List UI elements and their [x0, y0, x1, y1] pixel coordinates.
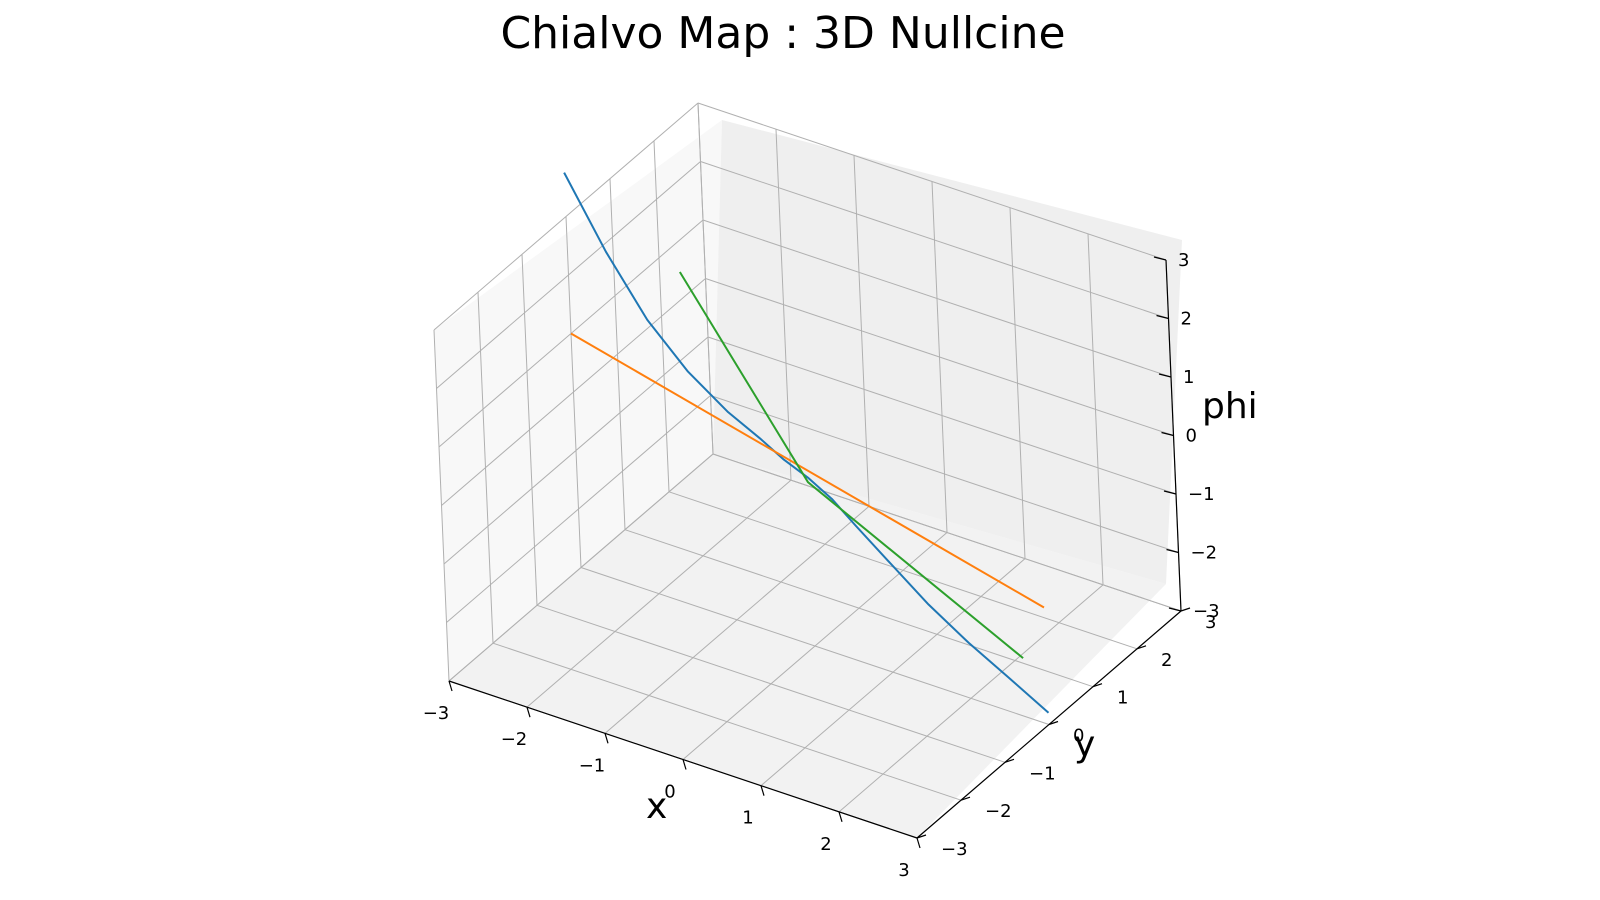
x-tick [916, 837, 921, 849]
y-tick [1048, 720, 1059, 726]
floor-pane [449, 454, 1166, 838]
grid-line [492, 642, 962, 801]
z-tick [1156, 314, 1169, 320]
x-tick-label: 1 [742, 808, 753, 829]
y-tick-label: −2 [985, 801, 1012, 822]
x-tick [760, 785, 765, 796]
grid-line [624, 529, 1094, 688]
z-tick-label: −2 [1191, 543, 1218, 564]
grid-line [433, 102, 699, 331]
z-tick-label: 1 [1183, 367, 1194, 388]
grid-line [436, 161, 701, 389]
x-tick [448, 680, 453, 692]
z-tick [1168, 607, 1182, 612]
axis-panes [434, 120, 1182, 838]
series-line-3 [678, 271, 1024, 659]
z-tick-label: −3 [1193, 601, 1220, 622]
x-tick [526, 706, 531, 718]
y-tick [1180, 607, 1191, 612]
grid-line [446, 395, 711, 623]
x-tick [838, 811, 843, 823]
z-axis-label: phi [1202, 386, 1258, 427]
y-tick-label: 0 [1073, 726, 1084, 747]
x-tick-label: −2 [501, 729, 528, 750]
left-back-pane [434, 120, 722, 681]
z-tick [1153, 256, 1167, 261]
y-tick-label: −1 [1029, 763, 1056, 784]
y-tick [1136, 645, 1147, 650]
y-tick [960, 796, 971, 801]
grid-line [448, 453, 714, 682]
y-axis-label: y [1074, 724, 1095, 765]
series-line-1 [563, 172, 1050, 714]
x-tick-label: 2 [820, 834, 831, 855]
grid-line [702, 219, 1172, 378]
x-tick-label: −1 [579, 755, 606, 776]
z-tick-label: 3 [1178, 250, 1189, 271]
z-tick [1166, 548, 1179, 554]
grid-line [580, 567, 1050, 725]
tick-marks [448, 256, 1191, 849]
grid-line [710, 395, 1179, 553]
y-tick-label: 3 [1205, 612, 1216, 633]
y-tick [1004, 758, 1015, 763]
grid-line [441, 278, 706, 506]
grid-line [712, 453, 1182, 612]
grid-line [443, 336, 709, 565]
series-line-2 [570, 332, 1045, 609]
series-lines [563, 172, 1050, 714]
y-tick [1092, 683, 1103, 688]
grid-line [700, 161, 1169, 319]
grid-line [536, 604, 1006, 763]
x-tick-label: −3 [423, 703, 450, 724]
x-tick [604, 733, 609, 744]
y-tick-label: −3 [941, 839, 968, 860]
y-tick-label: 2 [1161, 650, 1172, 671]
z-tick-label: 0 [1186, 426, 1197, 447]
right-back-pane [713, 120, 1182, 584]
grid-line [668, 491, 1138, 650]
z-tick-label: −1 [1188, 484, 1215, 505]
z-tick [1161, 431, 1174, 437]
grid-line [697, 102, 1167, 261]
grid-line [705, 278, 1174, 436]
y-tick-label: 1 [1117, 688, 1128, 709]
x-tick-label: 0 [664, 782, 675, 803]
z-tick [1163, 490, 1177, 495]
z-tick-label: 2 [1181, 309, 1192, 330]
y-tick [916, 834, 927, 839]
x-tick [682, 759, 687, 770]
x-axis-label: x [646, 786, 667, 827]
chart-title: Chialvo Map : 3D Nullcine [500, 8, 1065, 59]
grid-line [707, 336, 1177, 495]
z-tick [1158, 373, 1172, 378]
x-tick-label: 3 [898, 860, 909, 881]
